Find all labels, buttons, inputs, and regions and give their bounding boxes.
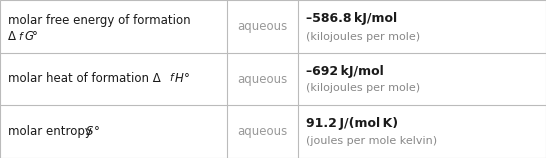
Text: 91.2 J/(mol K): 91.2 J/(mol K) <box>306 117 398 130</box>
Text: (kilojoules per mole): (kilojoules per mole) <box>306 31 420 42</box>
Text: (kilojoules per mole): (kilojoules per mole) <box>306 83 420 93</box>
Text: –586.8 kJ/mol: –586.8 kJ/mol <box>306 12 397 25</box>
Text: –692 kJ/mol: –692 kJ/mol <box>306 64 384 78</box>
Text: aqueous: aqueous <box>238 73 288 85</box>
Text: S: S <box>86 125 93 138</box>
Text: f: f <box>18 31 22 42</box>
Text: G: G <box>24 30 33 43</box>
Text: aqueous: aqueous <box>238 20 288 33</box>
Text: f: f <box>169 73 173 83</box>
Text: (joules per mole kelvin): (joules per mole kelvin) <box>306 136 437 146</box>
Text: °: ° <box>94 125 100 138</box>
Text: molar free energy of formation: molar free energy of formation <box>8 14 191 27</box>
Text: aqueous: aqueous <box>238 125 288 138</box>
Text: Δ: Δ <box>8 30 16 43</box>
Text: H: H <box>175 73 184 85</box>
Text: molar heat of formation Δ: molar heat of formation Δ <box>8 73 161 85</box>
Text: molar entropy: molar entropy <box>8 125 96 138</box>
Text: °: ° <box>184 73 190 85</box>
Text: °: ° <box>32 30 38 43</box>
